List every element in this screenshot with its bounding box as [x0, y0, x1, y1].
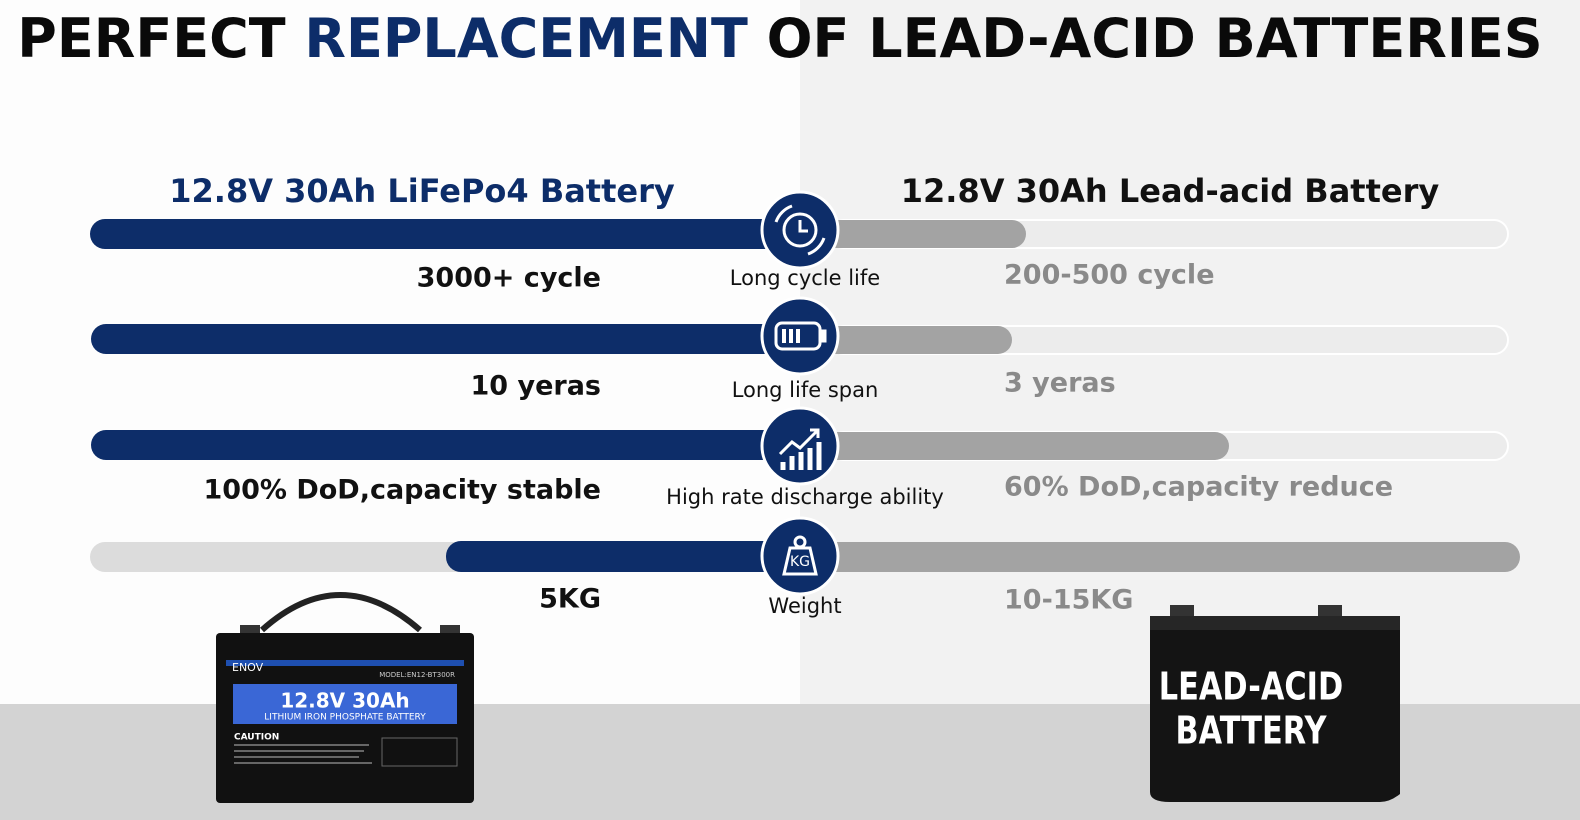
title: PERFECT REPLACEMENT OF LEAD-ACID BATTERI…: [17, 7, 1542, 70]
bar-right: [780, 220, 1026, 248]
bar-left: [446, 541, 800, 572]
right-value: 60% DoD,capacity reduce: [1004, 472, 1393, 503]
title-part: REPLACEMENT: [304, 7, 748, 70]
title-part: PERFECT: [17, 7, 285, 70]
feature-label: High rate discharge ability: [666, 485, 944, 509]
left-value: 3000+ cycle: [417, 263, 601, 294]
right-value: 200-500 cycle: [1004, 260, 1215, 291]
left-heading: 12.8V 30Ah LiFePo4 Battery: [169, 172, 675, 210]
battery-text: LITHIUM IRON PHOSPHATE BATTERY: [264, 713, 426, 723]
icon-circle: [760, 516, 840, 596]
lead-acid-battery: LEAD-ACID BATTERY: [1150, 605, 1400, 802]
right-value: 3 yeras: [1004, 368, 1116, 399]
bar-right: [780, 542, 1520, 572]
bar-left: [91, 324, 800, 354]
feature-label: Long life span: [732, 378, 879, 402]
battery-text: 12.8V 30Ah: [280, 689, 409, 713]
right-value: 10-15KG: [1004, 585, 1133, 616]
title-part: OF LEAD-ACID BATTERIES: [767, 7, 1543, 70]
left-value: 100% DoD,capacity stable: [204, 475, 601, 506]
feature-label: Weight: [768, 594, 841, 618]
icon-kg: KG: [790, 554, 810, 570]
icon-glyphs: [774, 204, 827, 576]
left-value: 10 yeras: [471, 371, 602, 402]
battery-text: LEAD-ACID: [1159, 665, 1343, 709]
left-value: 5KG: [539, 584, 601, 615]
right-heading: 12.8V 30Ah Lead-acid Battery: [901, 172, 1440, 210]
battery-text: BATTERY: [1175, 709, 1327, 753]
bar-left: [90, 219, 800, 249]
battery-text: CAUTION: [234, 733, 279, 743]
bar-right: [780, 432, 1229, 460]
battery-text: MODEL:EN12-BT300R: [379, 671, 455, 679]
feature-label: Long cycle life: [730, 266, 880, 290]
battery-text: ENOV: [232, 661, 264, 674]
bar-left: [91, 430, 800, 460]
lifepo4-battery: ENOV MODEL:EN12-BT300R STARTER BATTERY 1…: [216, 592, 474, 803]
